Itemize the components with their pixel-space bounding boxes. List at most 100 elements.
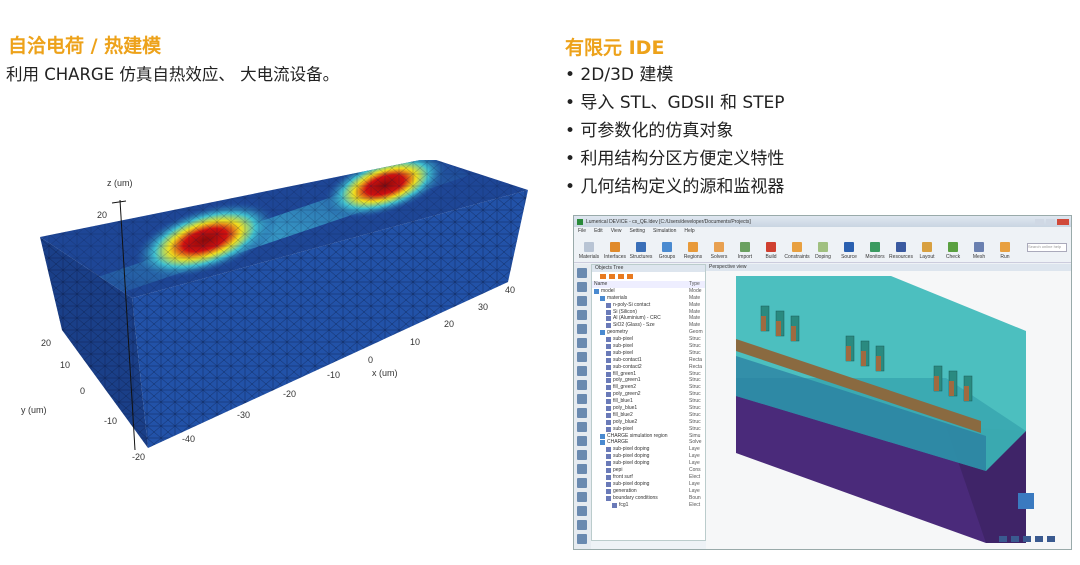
tree-item[interactable]: fill_green2 Struc bbox=[592, 384, 705, 391]
menu-view[interactable]: View bbox=[610, 228, 622, 234]
tool-icon[interactable] bbox=[577, 506, 587, 516]
tool-icon[interactable] bbox=[577, 478, 587, 488]
tree-item[interactable]: sub-pixel Struc bbox=[592, 426, 705, 433]
tool-icon[interactable] bbox=[577, 492, 587, 502]
tool-icon[interactable] bbox=[577, 324, 587, 334]
tool-icon[interactable] bbox=[577, 520, 587, 530]
tool-icon[interactable] bbox=[577, 380, 587, 390]
tree-item[interactable]: pepi Cons bbox=[592, 467, 705, 474]
menu-help[interactable]: Help bbox=[684, 228, 695, 234]
tool-icon[interactable] bbox=[577, 282, 587, 292]
tool-icon[interactable] bbox=[577, 534, 587, 544]
toolbar-check-button[interactable]: Check bbox=[942, 242, 964, 260]
tree-item[interactable]: sub-contact2 Recta bbox=[592, 364, 705, 371]
tree-item[interactable]: geometry Geom bbox=[592, 329, 705, 336]
tool-icon[interactable] bbox=[577, 450, 587, 460]
toolbar-monitors-button[interactable]: Monitors bbox=[864, 242, 886, 260]
toolbar-run-button[interactable]: Run bbox=[994, 242, 1016, 260]
tree-item[interactable]: sub-contact1 Recta bbox=[592, 357, 705, 364]
tree-item[interactable]: poly_green2 Struc bbox=[592, 391, 705, 398]
x-tick: 20 bbox=[444, 319, 454, 329]
menu-file[interactable]: File bbox=[578, 228, 587, 234]
toolbar-doping-button[interactable]: Doping bbox=[812, 242, 834, 260]
tree-item-name: sub-pixel doping bbox=[613, 446, 650, 453]
move-left-icon[interactable] bbox=[618, 274, 624, 279]
mesh-icon bbox=[974, 242, 984, 252]
tree-item-type: Mate bbox=[689, 308, 701, 315]
tree-item[interactable]: poly_blue2 Struc bbox=[592, 419, 705, 426]
tool-icon[interactable] bbox=[577, 296, 587, 306]
tree-item[interactable]: CHARGE Solve bbox=[592, 439, 705, 446]
move-right-icon[interactable] bbox=[627, 274, 633, 279]
tree-item[interactable]: CHARGE simulation region Simu bbox=[592, 433, 705, 440]
tool-icon[interactable] bbox=[577, 338, 587, 348]
tree-item[interactable]: generation Laye bbox=[592, 488, 705, 495]
tool-icon[interactable] bbox=[577, 310, 587, 320]
toolbar-groups-button[interactable]: Groups bbox=[656, 242, 678, 260]
toolbar-regions-button[interactable]: Regions bbox=[682, 242, 704, 260]
tree-item[interactable]: sub-pixel doping Laye bbox=[592, 460, 705, 467]
device-3d-model bbox=[736, 276, 1055, 543]
z-axis-label: z (um) bbox=[107, 178, 133, 188]
tree-item[interactable]: fill_blue2 Struc bbox=[592, 412, 705, 419]
tree-item-name: model bbox=[601, 287, 615, 294]
tree-item[interactable]: fill_green1 Struc bbox=[592, 371, 705, 378]
tree-item[interactable]: boundary conditions Boun bbox=[592, 495, 705, 502]
tree-item[interactable]: fcg1 Elect bbox=[592, 502, 705, 509]
toolbar-solvers-button[interactable]: Solvers bbox=[708, 242, 730, 260]
tool-icon[interactable] bbox=[577, 352, 587, 362]
tool-icon[interactable] bbox=[577, 422, 587, 432]
toolbar-structures-button[interactable]: Structures bbox=[630, 242, 652, 260]
structures-icon bbox=[636, 242, 646, 252]
tree-item[interactable]: poly_blue1 Struc bbox=[592, 405, 705, 412]
menu-edit[interactable]: Edit bbox=[594, 228, 603, 234]
toolbar-interfaces-button[interactable]: Interfaces bbox=[604, 242, 626, 260]
tree-item[interactable]: sub-pixel doping Laye bbox=[592, 453, 705, 460]
search-input[interactable]: Search online help bbox=[1027, 243, 1067, 252]
toolbar-mesh-button[interactable]: Mesh bbox=[968, 242, 990, 260]
toolbar-layout-button[interactable]: Layout bbox=[916, 242, 938, 260]
tree-item[interactable]: Al (Aluminium) - CRC Mate bbox=[592, 315, 705, 322]
tree-item[interactable]: front surf Elect bbox=[592, 474, 705, 481]
view-cube-icon[interactable] bbox=[1018, 493, 1034, 509]
tool-icon[interactable] bbox=[577, 394, 587, 404]
minimize-button[interactable] bbox=[1035, 218, 1044, 225]
bullet: • 2D/3D 建模 bbox=[565, 65, 674, 85]
x-tick: -20 bbox=[283, 389, 296, 399]
toolbar-materials-button[interactable]: Materials bbox=[578, 242, 600, 260]
tree-item[interactable]: sub-pixel doping Laye bbox=[592, 481, 705, 488]
close-button[interactable] bbox=[1057, 218, 1069, 225]
tree-item[interactable]: sub-pixel Struc bbox=[592, 336, 705, 343]
menu-setting[interactable]: Setting bbox=[629, 228, 646, 234]
tool-icon[interactable] bbox=[577, 268, 587, 278]
maximize-button[interactable] bbox=[1046, 218, 1055, 225]
toolbar-label: Interfaces bbox=[604, 254, 626, 260]
tree-item[interactable]: Si (Silicon) Mate bbox=[592, 309, 705, 316]
tree-item[interactable]: model Mode bbox=[592, 288, 705, 295]
toolbar-constraints-button[interactable]: Constraints bbox=[784, 242, 810, 260]
tree-item-name: boundary conditions bbox=[613, 494, 658, 501]
tree-item[interactable]: SiO2 (Glass) - Sze Mate bbox=[592, 322, 705, 329]
tool-icon[interactable] bbox=[577, 408, 587, 418]
toolbar-build-button[interactable]: Build bbox=[760, 242, 782, 260]
tree-item-icon bbox=[606, 468, 611, 474]
tree-item[interactable]: sub-pixel Struc bbox=[592, 343, 705, 350]
tree-item[interactable]: sub-pixel Struc bbox=[592, 350, 705, 357]
move-down-icon[interactable] bbox=[609, 274, 615, 279]
tree-item[interactable]: poly_green1 Struc bbox=[592, 377, 705, 384]
tree-item-name: fill_green1 bbox=[613, 370, 637, 377]
menu-simulation[interactable]: Simulation bbox=[653, 228, 677, 234]
toolbar-resources-button[interactable]: Resources bbox=[889, 242, 913, 260]
tree-item[interactable]: materials Mate bbox=[592, 295, 705, 302]
tool-icon[interactable] bbox=[577, 366, 587, 376]
toolbar-import-button[interactable]: Import bbox=[734, 242, 756, 260]
tree-item[interactable]: sub-pixel doping Laye bbox=[592, 446, 705, 453]
move-up-icon[interactable] bbox=[600, 274, 606, 279]
tree-item[interactable]: n-poly-Si contact Mate bbox=[592, 302, 705, 309]
resources-icon bbox=[896, 242, 906, 252]
tool-icon[interactable] bbox=[577, 464, 587, 474]
tree-item[interactable]: fill_blue1 Struc bbox=[592, 398, 705, 405]
toolbar-source-button[interactable]: Source bbox=[838, 242, 860, 260]
tree-item-icon bbox=[606, 495, 611, 501]
tool-icon[interactable] bbox=[577, 436, 587, 446]
